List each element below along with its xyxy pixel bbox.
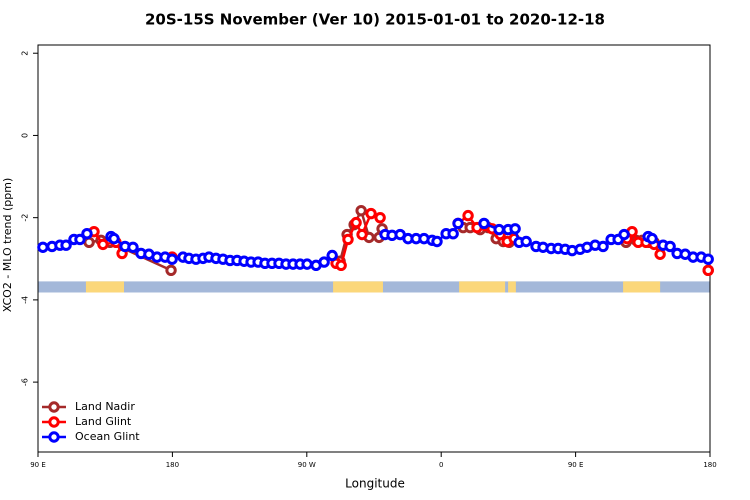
point	[127, 241, 139, 253]
point	[520, 235, 532, 248]
point	[81, 228, 93, 240]
land-strip	[85, 281, 125, 293]
land-strip	[508, 281, 516, 293]
point	[342, 233, 354, 246]
point	[452, 217, 464, 230]
point	[365, 207, 377, 220]
point	[702, 253, 714, 265]
point	[618, 228, 630, 241]
x-tick-label: 180	[703, 461, 716, 469]
point	[318, 256, 330, 268]
y-tick-label: 2	[21, 51, 30, 56]
y-tick-label: -4	[21, 296, 30, 304]
point	[478, 217, 490, 230]
y-axis-label: XCO2 - MLO trend (ppm)	[1, 178, 14, 313]
point	[702, 264, 714, 276]
point	[37, 241, 49, 253]
land-strip	[333, 281, 383, 293]
legend-marker	[48, 416, 60, 428]
point	[350, 216, 362, 229]
land-strip	[459, 281, 506, 293]
x-tick-label: 180	[166, 461, 179, 469]
point	[74, 233, 86, 246]
point	[447, 228, 459, 240]
y-tick-label: -2	[21, 214, 30, 222]
point	[356, 228, 368, 241]
land-strip	[623, 281, 661, 293]
legend-marker	[48, 401, 60, 413]
point	[374, 211, 386, 224]
point	[664, 240, 676, 253]
x-tick-label: 90 E	[30, 461, 46, 469]
point	[597, 240, 609, 253]
chart-title: 20S-15S November (Ver 10) 2015-01-01 to …	[145, 11, 605, 29]
legend-label: Ocean Glint	[75, 430, 140, 443]
point	[355, 204, 367, 217]
point	[431, 235, 443, 248]
x-tick-label: 90 W	[298, 461, 316, 469]
point	[335, 259, 347, 272]
point	[301, 258, 313, 270]
point	[108, 232, 120, 245]
point	[654, 248, 666, 260]
point	[509, 223, 521, 235]
y-tick-label: 0	[21, 133, 30, 138]
point	[462, 209, 474, 222]
x-axis-label: Longitude	[345, 477, 405, 491]
y-tick-label: -6	[21, 378, 30, 386]
point	[166, 253, 178, 265]
point	[83, 236, 95, 249]
x-tick-label: 0	[439, 461, 443, 469]
legend-label: Land Nadir	[75, 400, 135, 413]
point	[97, 238, 109, 251]
point	[326, 249, 338, 262]
point	[60, 239, 72, 251]
legend-marker	[48, 431, 60, 443]
x-tick-label: 90 E	[568, 461, 584, 469]
point	[493, 223, 505, 236]
point	[646, 232, 658, 245]
legend-label: Land Glint	[75, 415, 132, 428]
point	[165, 264, 177, 276]
